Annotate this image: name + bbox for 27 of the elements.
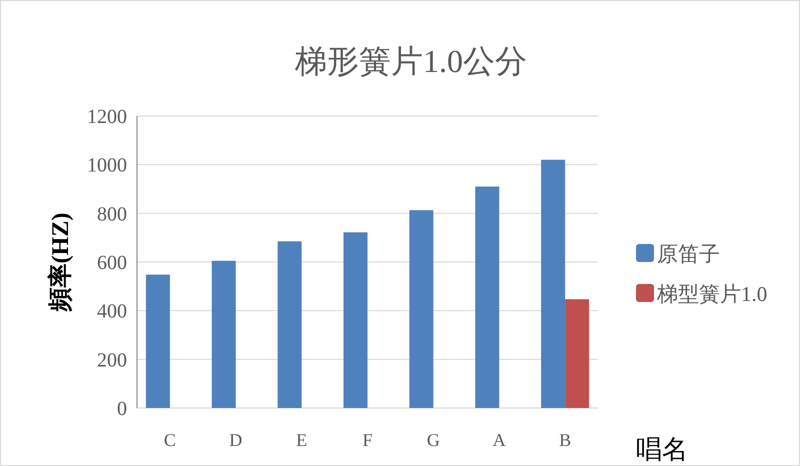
x-tick-label: F (362, 430, 373, 450)
x-tick-label: D (229, 430, 242, 450)
legend-label: 原笛子 (657, 242, 720, 266)
bar (212, 260, 236, 408)
x-tick-label: E (296, 430, 308, 450)
x-axis-title: 唱名 (636, 435, 688, 464)
chart-title: 梯形簧片1.0公分 (294, 43, 527, 79)
y-tick-label: 0 (117, 398, 127, 420)
y-tick-label: 400 (97, 300, 127, 323)
y-tick-label: 200 (97, 349, 127, 372)
x-tick-label: C (164, 430, 176, 450)
y-tick-label: 600 (97, 252, 127, 274)
bar (541, 160, 566, 408)
bar (565, 299, 590, 408)
x-tick-label: A (492, 430, 506, 450)
bar (344, 232, 368, 408)
bar (146, 274, 170, 408)
y-axis-title: 頻率(HZ) (47, 212, 74, 312)
bar (278, 241, 302, 408)
x-tick-label: G (426, 430, 440, 450)
y-tick-label: 1200 (87, 106, 127, 128)
y-tick-label: 1000 (87, 154, 127, 177)
y-tick-label: 800 (97, 203, 127, 226)
x-tick-label: B (559, 430, 572, 450)
legend-label: 梯型簧片1.0 (656, 282, 768, 306)
bar (475, 186, 500, 408)
bar (409, 210, 434, 408)
